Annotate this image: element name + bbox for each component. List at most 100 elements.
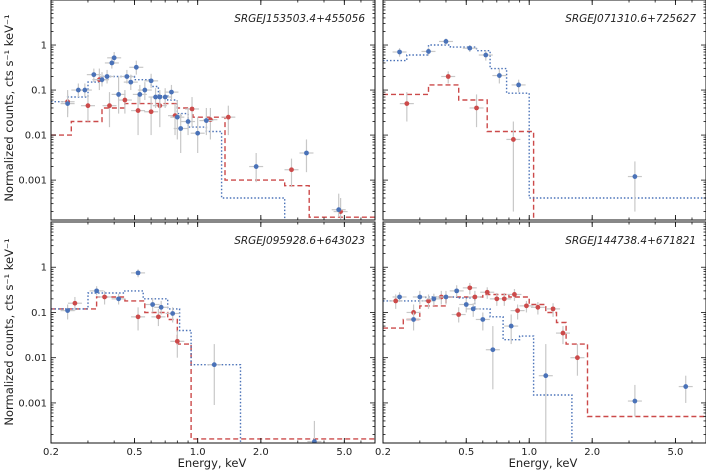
- blue-point: [91, 72, 97, 78]
- blue-point: [111, 55, 117, 61]
- blue-point: [632, 398, 638, 404]
- blue-point: [543, 373, 549, 379]
- blue-point: [170, 311, 176, 316]
- panel-frame: [50, 221, 376, 444]
- x-tick-label: 1.0: [521, 447, 537, 458]
- blue-point: [211, 362, 217, 368]
- blue-point: [417, 294, 423, 300]
- red-point: [208, 117, 213, 123]
- blue-model-line: [51, 75, 286, 220]
- blue-point: [195, 130, 201, 136]
- y-tick-label: 0.01: [25, 131, 47, 142]
- red-point: [135, 108, 141, 113]
- blue-point: [116, 92, 122, 97]
- red-point: [445, 74, 451, 79]
- red-point: [484, 289, 490, 295]
- red-point: [515, 308, 521, 313]
- blue-point: [454, 288, 460, 294]
- red-point: [393, 298, 399, 304]
- red-point: [472, 294, 478, 300]
- x-tick-label: 0.5: [127, 447, 143, 458]
- blue-point: [153, 94, 158, 100]
- panel-title: SRGEJ153503.4+455056: [234, 13, 365, 25]
- plot-area: [383, 38, 706, 220]
- blue-point: [104, 74, 110, 79]
- panel-frame: [50, 0, 376, 221]
- blue-point: [443, 39, 449, 44]
- blue-point: [253, 164, 259, 169]
- red-point: [102, 294, 107, 300]
- red-point: [467, 285, 473, 291]
- blue-point: [185, 119, 191, 124]
- y-tick-label: 0.01: [25, 353, 47, 364]
- x-axis-label-left: Energy, keV: [178, 456, 247, 470]
- red-point: [225, 114, 231, 120]
- blue-point: [148, 78, 154, 84]
- red-point: [122, 97, 128, 103]
- blue-point: [397, 294, 402, 300]
- blue-point: [135, 270, 141, 276]
- red-point: [494, 296, 500, 302]
- panel-frame: [382, 0, 706, 221]
- blue-point: [94, 288, 100, 294]
- red-point: [512, 292, 517, 297]
- x-tick-label: 5.0: [667, 447, 683, 458]
- blue-point: [178, 126, 184, 131]
- blue-point: [304, 150, 309, 156]
- red-point: [156, 314, 161, 320]
- x-axis-label-right: Energy, keV: [509, 456, 578, 470]
- blue-point: [632, 174, 638, 179]
- x-tick-label: 2.0: [253, 447, 269, 458]
- blue-model-line: [51, 290, 242, 443]
- plot-area: [383, 282, 706, 443]
- panel-frame: [382, 221, 706, 444]
- blue-point: [467, 45, 473, 51]
- panel-2: SRGEJ071310.6+725627: [382, 0, 706, 221]
- blue-point: [508, 323, 514, 329]
- blue-point: [65, 308, 71, 313]
- red-point: [426, 298, 431, 304]
- red-point: [107, 103, 112, 109]
- blue-point: [157, 94, 163, 100]
- blue-point: [162, 94, 168, 100]
- panel-1: 1 0.1 0.01 0.001 SRGEJ153503.4+455056: [18, 0, 376, 221]
- panel-title: SRGEJ095928.6+643023: [234, 235, 365, 247]
- red-point: [524, 303, 529, 309]
- blue-point: [116, 296, 122, 302]
- red-point: [189, 106, 195, 112]
- blue-point: [158, 304, 164, 310]
- x-tick-label: 5.0: [336, 447, 352, 458]
- blue-point: [443, 294, 449, 300]
- blue-point: [480, 317, 486, 322]
- blue-point: [683, 384, 689, 389]
- blue-point: [124, 74, 130, 79]
- y-axis-label-bottom: Normalized counts, cts s⁻¹ keV⁻¹: [2, 238, 16, 425]
- red-point: [289, 167, 294, 173]
- blue-model-line: [383, 44, 706, 199]
- blue-point: [142, 87, 148, 93]
- blue-point: [397, 49, 402, 55]
- x-tick-label: 0.2: [375, 447, 391, 458]
- blue-point: [133, 64, 139, 70]
- blue-point: [490, 347, 496, 353]
- blue-point: [203, 118, 209, 123]
- red-point: [135, 314, 141, 320]
- blue-point: [137, 92, 143, 97]
- red-point: [510, 137, 516, 142]
- red-point: [174, 338, 180, 344]
- red-point: [575, 355, 580, 361]
- blue-point: [426, 49, 431, 54]
- red-model-line: [383, 293, 706, 418]
- red-point: [72, 300, 78, 306]
- red-point: [148, 109, 154, 115]
- red-point: [85, 103, 91, 109]
- x-tick-label: 2.0: [584, 447, 600, 458]
- blue-point: [174, 114, 180, 120]
- blue-point: [336, 207, 342, 213]
- red-model-line: [383, 84, 535, 220]
- red-model-line: [51, 296, 375, 440]
- blue-point: [75, 87, 81, 93]
- blue-point: [128, 79, 134, 85]
- y-tick-label: 0.1: [31, 86, 47, 97]
- blue-point: [463, 302, 469, 307]
